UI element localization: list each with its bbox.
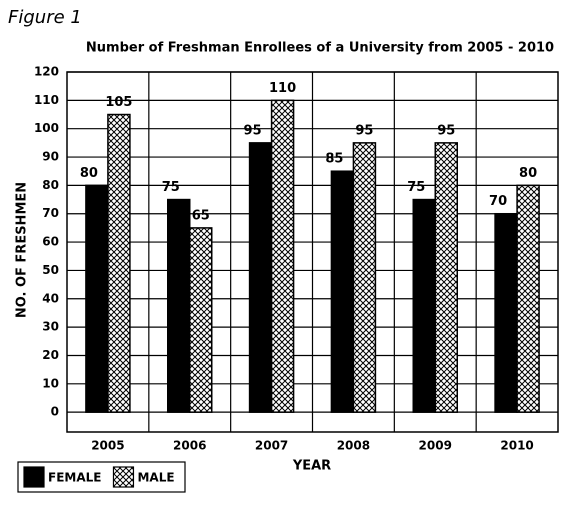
legend-box xyxy=(17,461,186,493)
x-tick-label: 2007 xyxy=(255,439,288,453)
value-label: 95 xyxy=(437,123,455,138)
value-label: 85 xyxy=(325,152,343,167)
value-label: 70 xyxy=(489,194,507,209)
bar xyxy=(434,142,458,413)
figure-label: Figure 1 xyxy=(8,7,82,28)
value-label: 110 xyxy=(269,81,296,96)
bar xyxy=(412,198,436,413)
value-label: 95 xyxy=(355,123,373,138)
legend-swatch xyxy=(112,466,135,488)
bar xyxy=(85,184,109,413)
bar xyxy=(248,142,273,413)
y-tick-label: 0 xyxy=(51,405,59,419)
y-tick-label: 110 xyxy=(34,93,59,107)
y-tick-label: 70 xyxy=(42,206,59,220)
y-tick-label: 100 xyxy=(34,121,59,135)
x-tick-label: 2006 xyxy=(173,439,206,453)
value-label: 80 xyxy=(519,166,537,181)
y-tick-label: 80 xyxy=(42,178,59,192)
y-tick-label: 40 xyxy=(42,291,59,305)
value-label: 80 xyxy=(80,166,98,181)
y-tick-label: 120 xyxy=(34,65,59,79)
x-tick-label: 2009 xyxy=(419,439,452,453)
bar xyxy=(107,113,131,413)
bar xyxy=(516,184,540,413)
plot-frame xyxy=(66,71,559,433)
y-tick-label: 20 xyxy=(42,348,59,362)
legend-label: MALE xyxy=(137,471,174,485)
legend-swatch xyxy=(23,466,45,488)
x-axis-label: YEAR xyxy=(292,459,331,474)
y-tick-label: 10 xyxy=(42,376,59,390)
bar xyxy=(330,170,355,413)
bar xyxy=(494,212,518,413)
value-label: 95 xyxy=(244,123,262,138)
chart-title: Number of Freshman Enrollees of a Univer… xyxy=(86,41,554,56)
bar xyxy=(270,99,295,413)
y-axis-label: NO. OF FRESHMEN xyxy=(15,182,30,318)
value-label: 105 xyxy=(105,95,132,110)
bar xyxy=(189,227,213,413)
legend-label: FEMALE xyxy=(48,471,101,485)
y-tick-label: 90 xyxy=(42,150,59,164)
x-tick-label: 2008 xyxy=(337,439,370,453)
value-label: 75 xyxy=(407,180,425,195)
value-label: 75 xyxy=(162,180,180,195)
x-tick-label: 2005 xyxy=(91,439,124,453)
value-label: 65 xyxy=(192,208,210,223)
x-tick-label: 2010 xyxy=(500,439,533,453)
y-tick-label: 60 xyxy=(42,235,59,249)
y-tick-label: 30 xyxy=(42,320,59,334)
bar xyxy=(352,142,377,413)
bar xyxy=(167,198,191,413)
y-tick-label: 50 xyxy=(42,263,59,277)
